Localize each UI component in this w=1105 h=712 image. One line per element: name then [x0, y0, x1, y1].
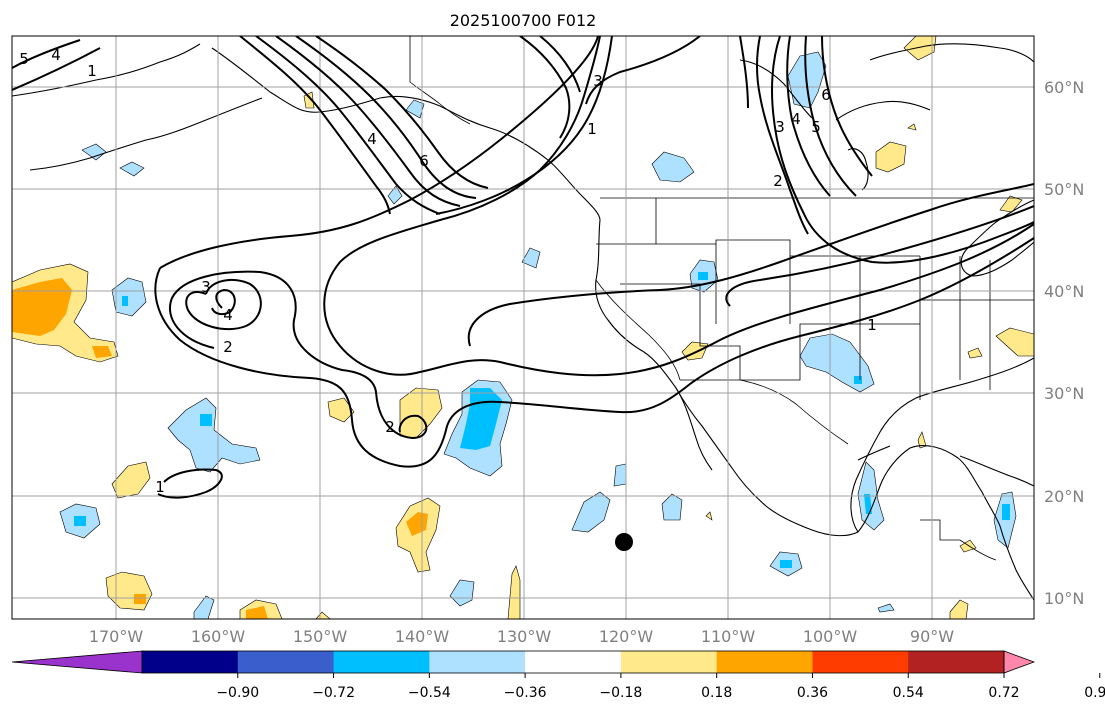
longitude-labels: 170°W 160°W 150°W 140°W 130°W 120°W 110°… [89, 627, 954, 646]
political-borders [409, 36, 1034, 561]
contour-labels: 3 4 2 2 1 1 1 3 4 6 3 4 5 6 2 5 4 1 [19, 46, 877, 496]
colorbar-swatch [908, 651, 1005, 673]
lon-label: 160°W [191, 627, 246, 646]
contour-label-2b: 2 [385, 418, 395, 436]
colorbar-tick-label: −0.72 [312, 685, 355, 701]
contour-label-1d: 1 [87, 62, 97, 80]
storm-position-dot [615, 533, 633, 551]
contour-label-1: 1 [155, 478, 165, 496]
contour-label-4d: 4 [51, 46, 61, 64]
colorbar-tick-label: −0.36 [504, 685, 547, 701]
colorbar-swatch [525, 651, 622, 673]
contour-label-1b: 1 [867, 316, 877, 334]
colorbar-swatch [429, 651, 526, 673]
graticule [12, 36, 1034, 619]
map-title: 2025100700 F012 [450, 11, 597, 30]
map-area: 3 4 2 2 1 1 1 3 4 6 3 4 5 6 2 5 4 1 [12, 36, 1034, 619]
colorbar-swatches [11, 650, 1036, 674]
contour-lines [12, 36, 1034, 499]
colorbar-tick-label: 0.72 [988, 685, 1019, 701]
colorbar-tick-label: 0.36 [797, 685, 828, 701]
lat-label: 30°N [1044, 384, 1084, 403]
colorbar-swatch [142, 651, 239, 673]
colorbar-extend-low [11, 650, 143, 674]
contour-label-6: 6 [419, 152, 429, 170]
colorbar: −0.90 −0.72 −0.54 −0.36 −0.18 0.18 0.36 0.54 0.7… [11, 650, 1105, 701]
colorbar-tick-label: 0.54 [893, 685, 924, 701]
colorbar-tick-label: 0.18 [701, 685, 732, 701]
contour-label-4c: 4 [791, 110, 801, 128]
lon-label: 90°W [910, 627, 954, 646]
colorbar-ticks: −0.90 −0.72 −0.54 −0.36 −0.18 0.18 0.36 0.54 0.7… [216, 673, 1105, 701]
contour-label-4b: 4 [367, 130, 377, 148]
lat-label: 60°N [1044, 78, 1084, 97]
colorbar-swatch [716, 651, 813, 673]
colorbar-tick-label: −0.90 [216, 685, 259, 701]
latitude-labels: 60°N 50°N 40°N 30°N 20°N 10°N [1044, 78, 1084, 608]
lat-label: 40°N [1044, 282, 1084, 301]
colorbar-tick-label: −0.54 [408, 685, 451, 701]
contour-label-6b: 6 [821, 86, 831, 104]
contour-label-4: 4 [223, 306, 233, 324]
contour-label-3c: 3 [775, 118, 785, 136]
contour-label-3: 3 [201, 278, 211, 296]
lat-label: 50°N [1044, 180, 1084, 199]
colorbar-extend-high [1003, 650, 1036, 674]
contour-label-1c: 1 [587, 120, 597, 138]
contour-label-5b: 5 [19, 50, 29, 68]
contour-label-3b: 3 [593, 72, 603, 90]
lon-label: 130°W [497, 627, 552, 646]
lon-label: 140°W [395, 627, 450, 646]
lon-label: 110°W [701, 627, 756, 646]
contour-label-2c: 2 [773, 172, 783, 190]
lon-label: 150°W [293, 627, 348, 646]
colorbar-swatch [620, 651, 718, 673]
lon-label: 120°W [599, 627, 654, 646]
shaded-anomalies [12, 36, 1034, 619]
contour-label-2: 2 [223, 338, 233, 356]
colorbar-frame [141, 650, 1005, 674]
positive-anomaly-core [12, 278, 72, 336]
colorbar-tick-label: 0.90 [1084, 685, 1105, 701]
colorbar-swatch [812, 651, 909, 673]
contour-label-5: 5 [811, 118, 821, 136]
colorbar-tick-label: −0.18 [599, 685, 642, 701]
lat-label: 20°N [1044, 487, 1084, 506]
map-frame [11, 35, 1035, 620]
coastlines [12, 43, 1034, 601]
lat-label: 10°N [1044, 589, 1084, 608]
lon-label: 170°W [89, 627, 144, 646]
colorbar-swatch [333, 651, 430, 673]
lon-label: 100°W [803, 627, 858, 646]
colorbar-swatch [237, 651, 335, 673]
